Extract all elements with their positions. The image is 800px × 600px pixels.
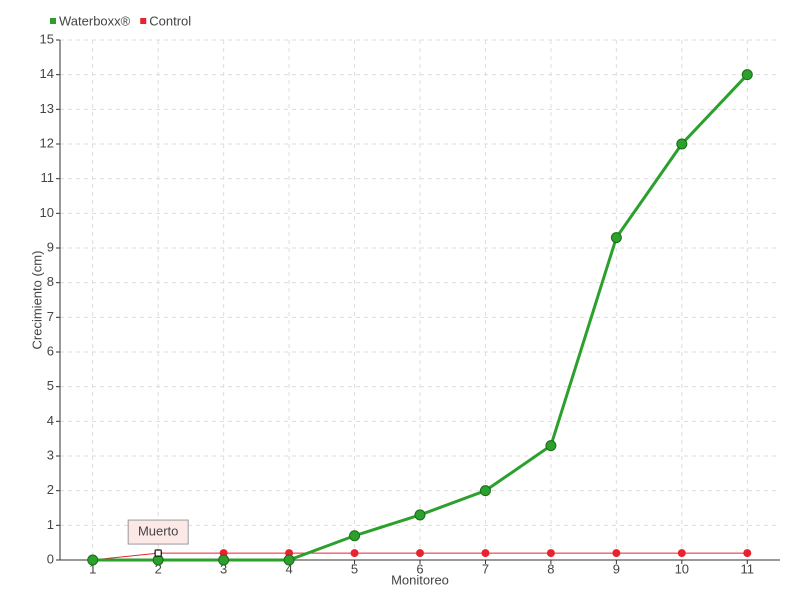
- data-point: [677, 549, 686, 558]
- y-tick-label: 8: [47, 274, 54, 289]
- y-tick-label: 0: [47, 551, 54, 566]
- x-tick-label: 4: [285, 561, 292, 576]
- y-tick-label: 11: [41, 170, 55, 185]
- legend-label: Waterboxx®: [59, 13, 131, 28]
- y-tick-label: 14: [40, 66, 54, 81]
- x-tick-label: 1: [89, 561, 96, 576]
- y-tick-label: 5: [47, 378, 54, 393]
- data-point: [218, 554, 230, 566]
- data-point: [743, 549, 752, 558]
- y-tick-label: 1: [47, 517, 54, 532]
- x-tick-label: 3: [220, 561, 227, 576]
- y-tick-label: 10: [40, 205, 54, 220]
- data-point: [416, 549, 424, 558]
- annotation-box: [127, 519, 189, 545]
- annotation-marker: [154, 549, 162, 557]
- x-tick-label: 9: [613, 561, 620, 576]
- y-tick-label: 2: [47, 482, 54, 497]
- legend-swatch: [50, 18, 56, 24]
- data-point: [612, 549, 621, 558]
- data-point: [610, 232, 622, 244]
- data-point: [414, 509, 426, 521]
- y-tick-label: 6: [47, 343, 54, 358]
- x-tick-label: 10: [675, 561, 689, 576]
- annotation: Muerto: [138, 524, 178, 539]
- x-axis-label: Monitoreo: [391, 572, 449, 587]
- x-tick-label: 2: [155, 561, 162, 576]
- x-tick-label: 11: [741, 561, 755, 576]
- data-point: [741, 69, 753, 81]
- y-tick-label: 15: [40, 31, 54, 46]
- x-tick-label: 5: [351, 561, 358, 576]
- y-tick-label: 13: [40, 101, 54, 116]
- data-point: [481, 549, 490, 558]
- y-tick-label: 12: [40, 135, 54, 150]
- x-tick-label: 8: [547, 561, 554, 576]
- data-point: [479, 485, 491, 497]
- data-point: [545, 440, 557, 452]
- data-point: [676, 138, 688, 150]
- y-tick-label: 9: [47, 239, 54, 254]
- data-point: [350, 549, 359, 558]
- data-point: [349, 530, 361, 542]
- data-point: [546, 549, 555, 558]
- x-tick-label: 7: [482, 561, 489, 576]
- data-point: [283, 554, 295, 566]
- y-axis-label: Crecimiento (cm): [29, 251, 44, 350]
- x-tick-label: 6: [416, 561, 423, 576]
- legend-label: Control: [149, 13, 191, 28]
- data-point: [87, 554, 99, 566]
- y-tick-label: 7: [47, 309, 54, 324]
- legend-swatch: [140, 18, 147, 24]
- y-tick-label: 3: [47, 447, 54, 462]
- y-tick-label: 4: [47, 413, 54, 428]
